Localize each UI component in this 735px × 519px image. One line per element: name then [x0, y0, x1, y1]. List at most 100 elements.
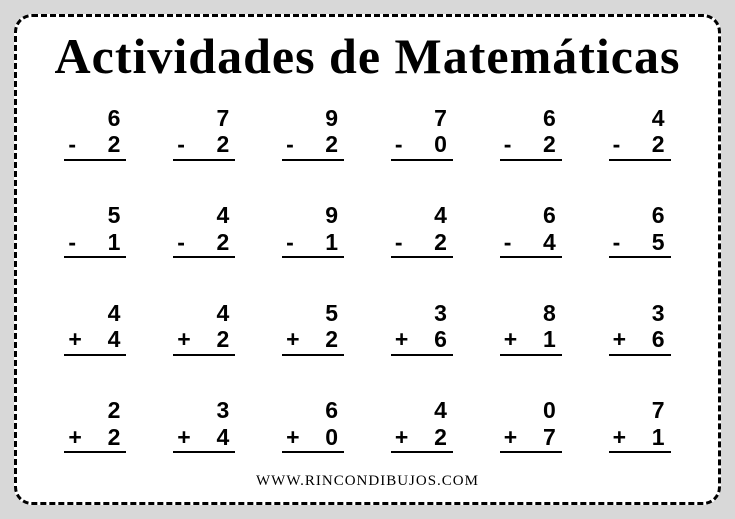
operator: -	[395, 229, 403, 255]
operand-bottom: +4	[173, 424, 235, 453]
operand-bottom: +6	[391, 326, 453, 355]
math-problem: 6-2	[490, 91, 571, 175]
operand-bottom: -5	[609, 229, 671, 258]
operand-b: 2	[216, 131, 229, 157]
operand-a: 8	[543, 300, 556, 326]
operand-top: 9	[282, 105, 344, 131]
math-problem: 4 +2	[164, 286, 245, 370]
operand-b: 2	[434, 424, 447, 450]
operand-b: 1	[108, 229, 121, 255]
operand-top: 7	[173, 105, 235, 131]
operator: +	[68, 424, 81, 450]
operator: -	[395, 131, 403, 157]
operand-bottom: -2	[609, 131, 671, 160]
math-problem: 4-2	[382, 189, 463, 273]
operand-top: 4	[609, 105, 671, 131]
operand-bottom: +0	[282, 424, 344, 453]
math-problem: 9-1	[273, 189, 354, 273]
problems-grid: 6-27-29-27-06-24-25-14-29-14-26-46-54+44…	[45, 89, 690, 471]
operator: +	[504, 326, 517, 352]
operator: -	[68, 229, 76, 255]
operator: +	[286, 326, 299, 352]
operand-a: 6	[543, 202, 556, 228]
operator: -	[68, 131, 76, 157]
operator: +	[177, 326, 190, 352]
operand-top: 7	[609, 397, 671, 423]
math-problem: 2+2	[55, 384, 136, 468]
operand-a: 7	[216, 105, 229, 131]
operator: -	[286, 131, 294, 157]
operator: +	[286, 424, 299, 450]
operand-a: 4	[434, 202, 447, 228]
math-problem: 5-1	[55, 189, 136, 273]
operand-bottom: -0	[391, 131, 453, 160]
operand-bottom: -2	[282, 131, 344, 160]
operator: +	[613, 326, 626, 352]
operand-b: 1	[325, 229, 338, 255]
operator: -	[504, 229, 512, 255]
operand-top: 8	[500, 300, 562, 326]
operand-top: 4	[173, 300, 235, 326]
operand-bottom: -4	[500, 229, 562, 258]
math-problem: 3+6	[382, 286, 463, 370]
operand-b: 1	[652, 424, 665, 450]
operand-b: 2	[108, 131, 121, 157]
operand-a: 4	[434, 397, 447, 423]
operand-top: 3	[391, 300, 453, 326]
operator: +	[177, 424, 190, 450]
operand-b: 2	[543, 131, 556, 157]
operand-a: 0	[543, 397, 556, 423]
operand-a: 7	[652, 397, 665, 423]
operand-a: 4	[216, 202, 229, 228]
operand-top: 2	[64, 397, 126, 423]
operand-bottom: -1	[64, 229, 126, 258]
operand-bottom: -2	[391, 229, 453, 258]
math-problem: 7-0	[382, 91, 463, 175]
operand-a: 3	[434, 300, 447, 326]
math-problem: 7-2	[164, 91, 245, 175]
operator: -	[177, 229, 185, 255]
operand-a: 4	[108, 300, 121, 326]
operand-top: 5	[282, 300, 344, 326]
operand-a: 5	[325, 300, 338, 326]
math-problem: 7 +1	[599, 384, 680, 468]
math-problem: 6+0	[273, 384, 354, 468]
operator: -	[177, 131, 185, 157]
operator: +	[613, 424, 626, 450]
operand-b: 1	[543, 326, 556, 352]
operator: +	[68, 326, 81, 352]
operand-bottom: -1	[282, 229, 344, 258]
operand-bottom: +6	[609, 326, 671, 355]
math-problem: 4+4	[55, 286, 136, 370]
math-problem: 4+2	[382, 384, 463, 468]
operand-top: 0	[500, 397, 562, 423]
operand-b: 2	[325, 131, 338, 157]
operand-top: 9	[282, 202, 344, 228]
operator: -	[613, 229, 621, 255]
operand-a: 7	[434, 105, 447, 131]
operand-bottom: +2	[391, 424, 453, 453]
math-problem: 3+6	[599, 286, 680, 370]
operand-b: 2	[216, 326, 229, 352]
operand-b: 0	[325, 424, 338, 450]
worksheet: Actividades de Matemáticas 6-27-29-27-06…	[14, 14, 721, 505]
math-problem: 8 +1	[490, 286, 571, 370]
operand-b: 2	[652, 131, 665, 157]
operand-b: 2	[434, 229, 447, 255]
operand-bottom: -2	[173, 131, 235, 160]
operand-bottom: -2	[500, 131, 562, 160]
operand-b: 5	[652, 229, 665, 255]
operand-top: 4	[391, 397, 453, 423]
operand-b: 6	[652, 326, 665, 352]
math-problem: 5 +2	[273, 286, 354, 370]
operand-top: 6	[609, 202, 671, 228]
operand-bottom: +7	[500, 424, 562, 453]
math-problem: 3+4	[164, 384, 245, 468]
math-problem: 6-2	[55, 91, 136, 175]
operand-a: 6	[543, 105, 556, 131]
operand-top: 3	[609, 300, 671, 326]
operand-a: 4	[216, 300, 229, 326]
math-problem: 0+7	[490, 384, 571, 468]
math-problem: 6-5	[599, 189, 680, 273]
operand-b: 2	[325, 326, 338, 352]
